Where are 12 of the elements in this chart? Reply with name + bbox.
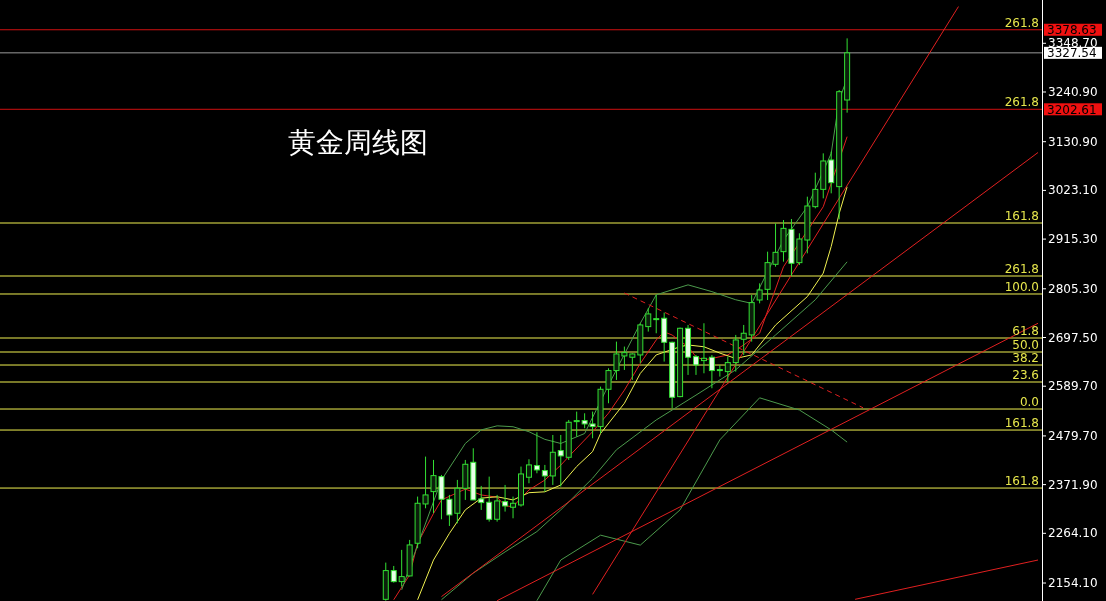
y-tick-label: 3240.90: [1048, 84, 1098, 99]
y-tick-label: 2589.70: [1048, 379, 1098, 394]
y-tick-label: 2805.30: [1048, 281, 1098, 296]
y-tick-label: 2915.30: [1048, 232, 1098, 247]
y-tick-label: 2154.10: [1048, 576, 1098, 591]
y-tick-label: 2697.50: [1048, 330, 1098, 345]
y-tick-label: 2479.70: [1048, 428, 1098, 443]
y-tick-label: 3130.90: [1048, 134, 1098, 149]
y-tick-label: 3023.10: [1048, 183, 1098, 198]
y-tick-label: 2264.10: [1048, 526, 1098, 541]
y-tick-label: 2371.90: [1048, 477, 1098, 492]
text: 黄金周线图: [288, 126, 428, 159]
